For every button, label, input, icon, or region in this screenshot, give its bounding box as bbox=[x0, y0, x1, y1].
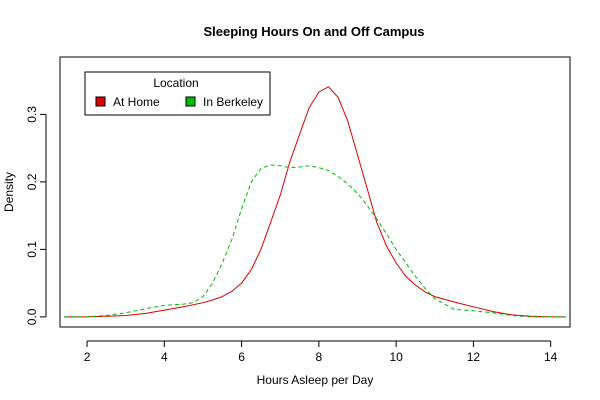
legend-swatch-at-home bbox=[95, 96, 106, 107]
x-tick-label: 8 bbox=[316, 350, 323, 364]
legend-title: Location bbox=[153, 76, 198, 90]
y-axis: 0.0 0.1 0.2 0.3 bbox=[25, 106, 47, 325]
chart-title: Sleeping Hours On and Off Campus bbox=[203, 24, 424, 39]
y-axis-label: Density bbox=[2, 172, 16, 212]
series-layer bbox=[63, 86, 567, 318]
legend-swatch-in-berkeley bbox=[185, 96, 196, 107]
legend-box bbox=[84, 71, 271, 116]
x-tick-label: 12 bbox=[467, 350, 481, 364]
y-tick-label: 0.3 bbox=[25, 106, 39, 123]
x-tick-label: 10 bbox=[389, 350, 403, 364]
legend-label-in-berkeley: In Berkeley bbox=[203, 95, 263, 109]
y-tick-label: 0.1 bbox=[25, 241, 39, 258]
plot-frame bbox=[59, 56, 571, 328]
x-axis-label: Hours Asleep per Day bbox=[257, 373, 374, 387]
legend: Location At Home In Berkeley bbox=[84, 71, 271, 116]
x-tick-label: 6 bbox=[238, 350, 245, 364]
x-tick-label: 4 bbox=[161, 350, 168, 364]
y-tick-label: 0.2 bbox=[25, 173, 39, 190]
series-line-in-berkeley bbox=[63, 164, 567, 318]
x-axis: 2 4 6 8 10 12 14 bbox=[84, 340, 558, 364]
x-tick-label: 14 bbox=[544, 350, 558, 364]
y-tick-label: 0.0 bbox=[25, 308, 39, 325]
series-line-at-home bbox=[63, 86, 567, 318]
legend-label-at-home: At Home bbox=[113, 95, 160, 109]
x-tick-label: 2 bbox=[84, 350, 91, 364]
